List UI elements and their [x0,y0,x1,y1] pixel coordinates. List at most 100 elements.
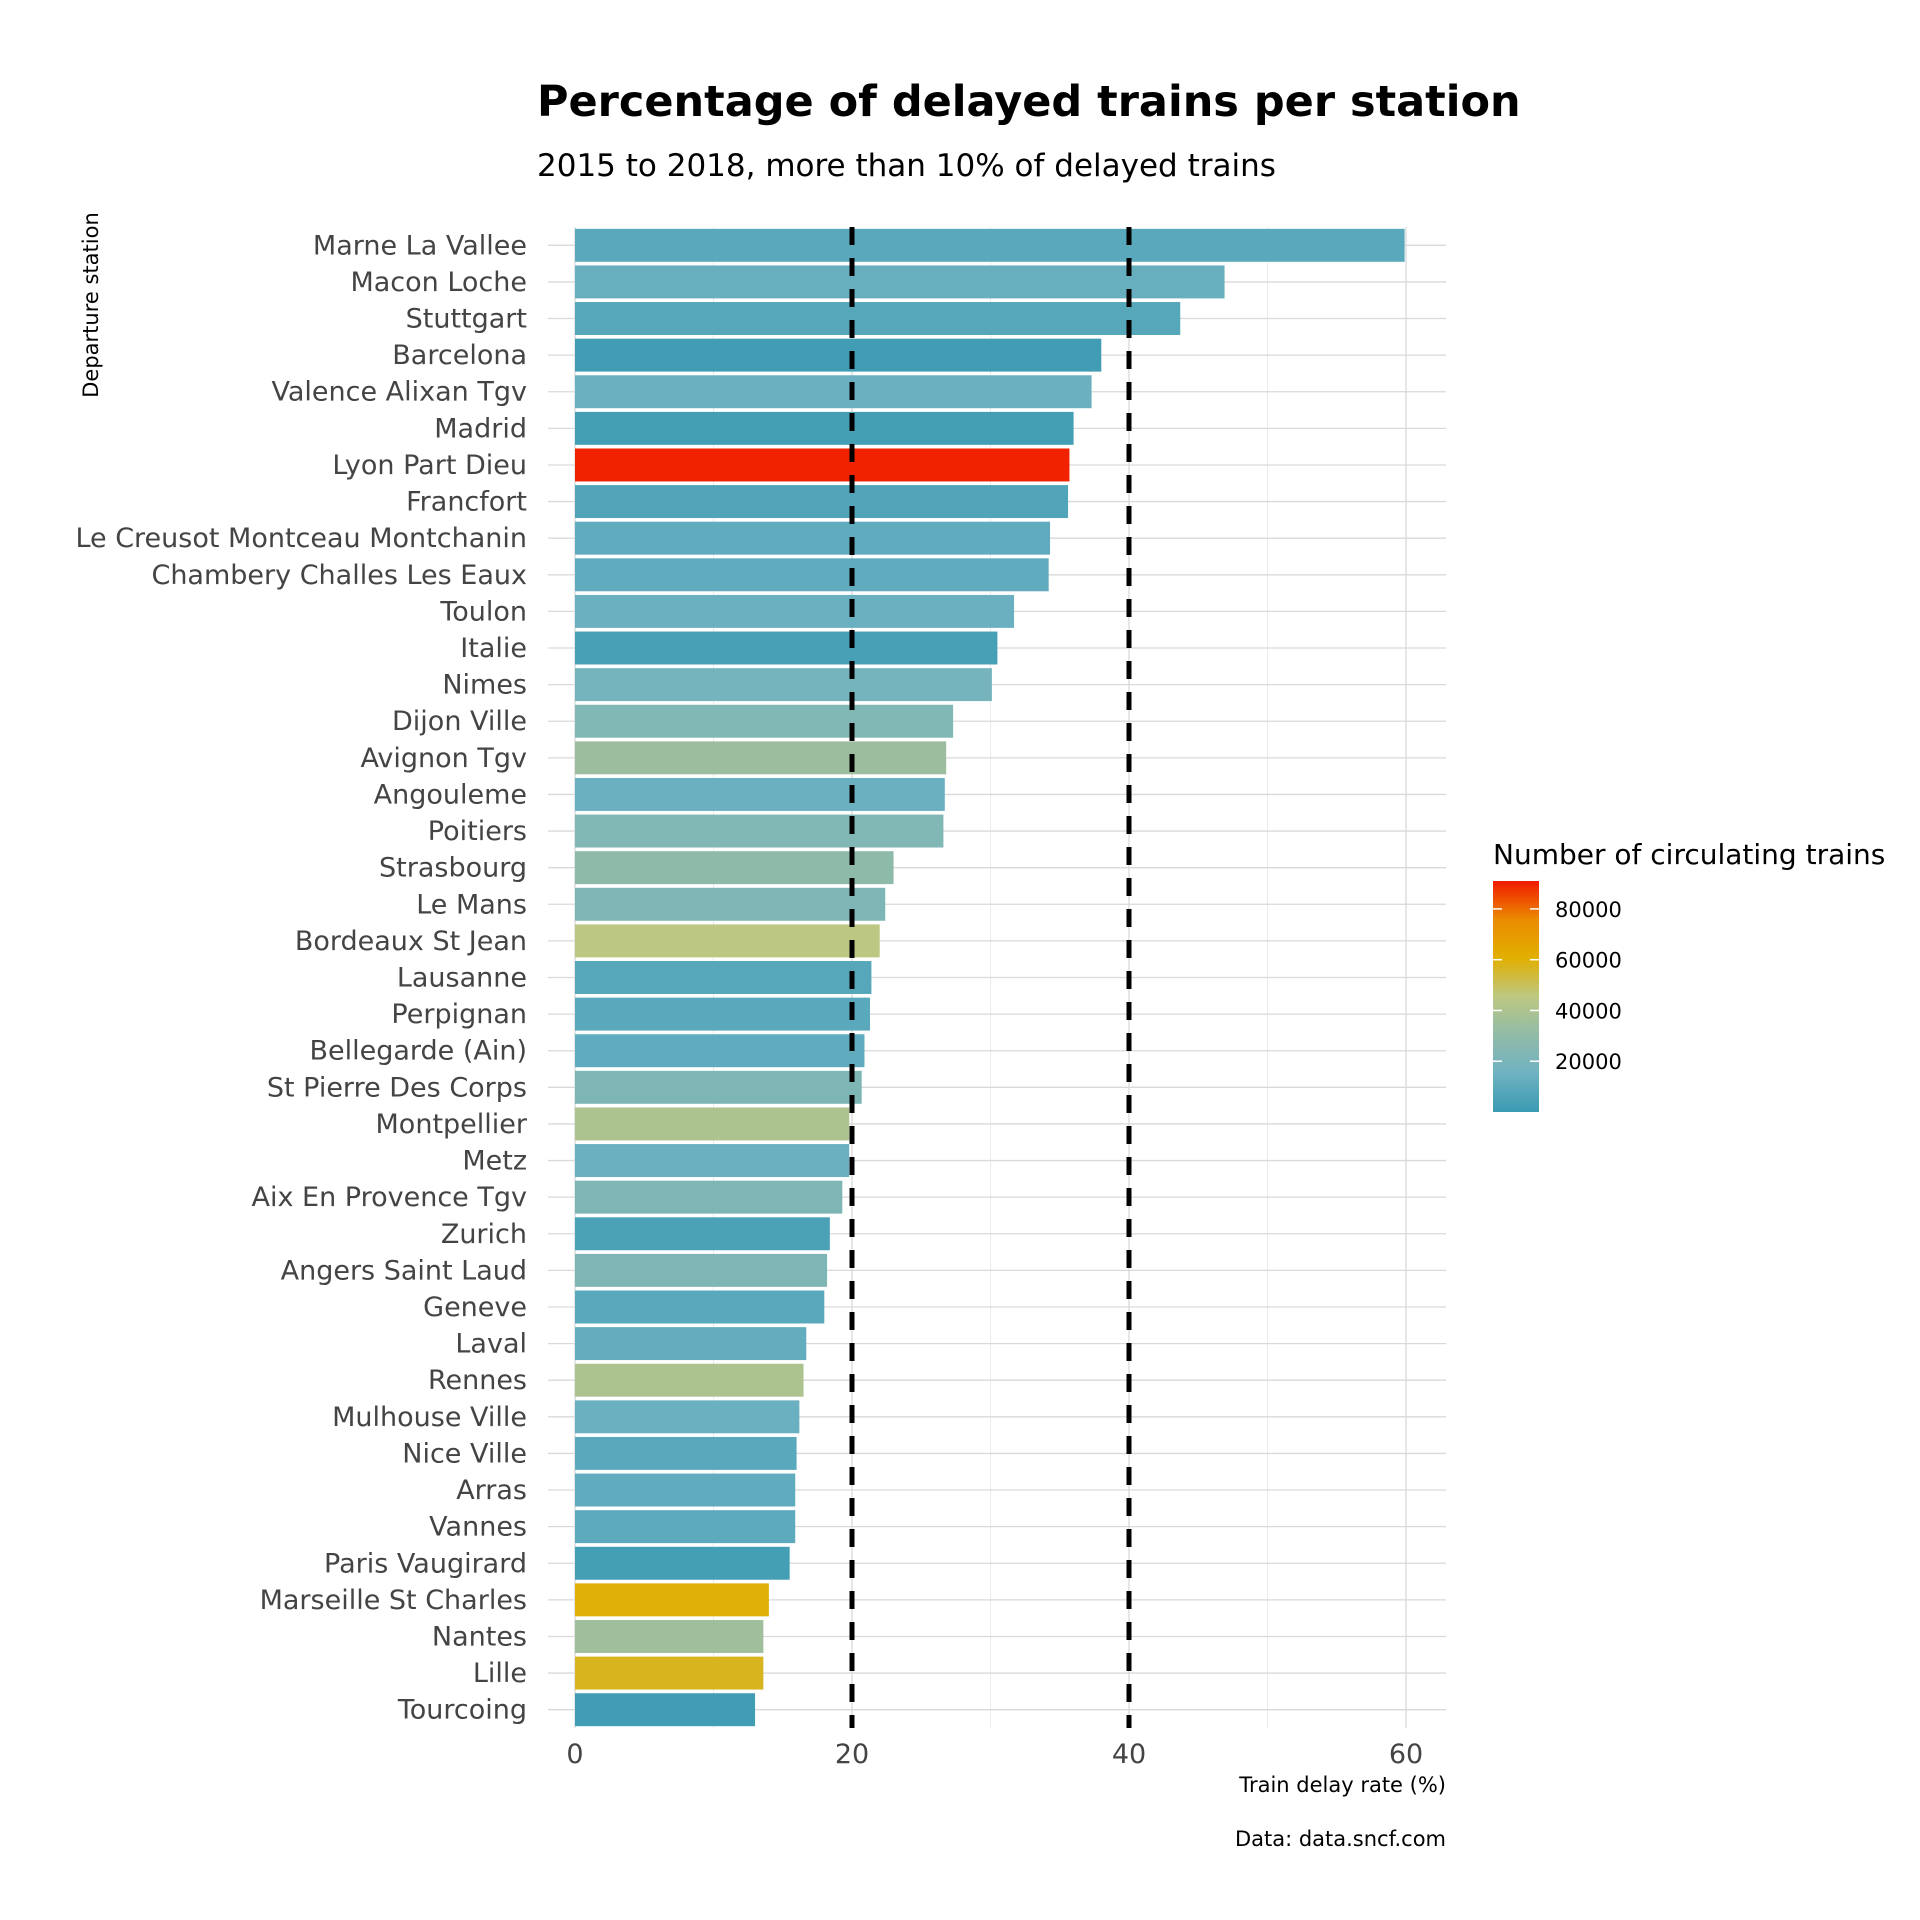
legend-tick-label: 40000 [1555,999,1622,1023]
bar [575,265,1225,299]
bar [575,1583,769,1617]
category-label: Macon Loche [350,267,527,298]
category-label: Lausanne [397,963,527,994]
category-label: Marseille St Charles [260,1585,527,1616]
bar [575,302,1181,335]
bars [575,228,1405,1727]
category-label: Arras [456,1475,527,1506]
bar [575,1253,828,1287]
category-label: Stuttgart [406,304,527,335]
bar [575,1436,797,1470]
bar [575,1034,865,1068]
bar [575,1327,807,1361]
legend: Number of circulating trains 20000 40000 6… [1493,838,1885,1112]
bar [575,851,894,885]
bar [575,924,880,958]
category-label: Nimes [442,670,527,701]
x-tick-label: 0 [566,1739,583,1770]
category-label: Rennes [428,1365,527,1396]
bar [575,375,1092,409]
category-label: Nice Ville [402,1438,527,1469]
x-axis-ticks: 0 20 40 60 [566,1739,1423,1770]
category-label: Laval [455,1329,527,1360]
bar [575,1107,850,1141]
category-label: Bellegarde (Ain) [309,1036,527,1067]
category-label: Francfort [406,487,527,518]
bar [575,1473,796,1507]
bar [575,1217,830,1251]
legend-tick-label: 60000 [1555,949,1622,973]
x-axis-title: Train delay rate (%) [1238,1773,1446,1797]
category-label: Poitiers [428,816,527,847]
bar [575,704,954,738]
bar [575,485,1069,519]
reference-lines [849,227,1132,1728]
bar [575,338,1102,372]
category-label: Zurich [441,1219,527,1250]
y-axis-title: Departure station [79,212,103,398]
category-label: Lille [473,1658,527,1689]
category-label: Paris Vaugirard [324,1548,527,1579]
category-label: Marne La Vallee [313,230,527,261]
bar [575,594,1015,628]
bar [575,1144,850,1178]
bar [575,1656,764,1690]
chart-title: Percentage of delayed trains per station [537,77,1521,127]
category-label: Le Mans [416,889,527,920]
category-label: Avignon Tgv [361,743,527,774]
legend-title: Number of circulating trains [1493,838,1885,871]
category-label: Dijon Ville [392,706,527,737]
category-labels: Marne La Vallee Macon Loche Stuttgart Barce… [75,230,527,1725]
bar [575,1363,804,1397]
legend-colorbar [1493,881,1539,1112]
category-label: St Pierre Des Corps [267,1072,527,1103]
category-label: Montpellier [376,1109,528,1140]
bar [575,631,998,665]
category-label: Tourcoing [397,1695,527,1726]
bar [575,1290,825,1324]
bar [575,558,1049,592]
category-label: Toulon [439,596,527,627]
category-label: Strasbourg [379,853,527,884]
category-label: Angouleme [374,779,527,810]
category-label: Aix En Provence Tgv [252,1182,527,1213]
chart-caption: Data: data.sncf.com [1235,1827,1446,1851]
bar [575,668,992,702]
bar [575,1180,843,1214]
chart-subtitle: 2015 to 2018, more than 10% of delayed t… [537,148,1276,184]
bar [575,448,1070,482]
legend-tick-label: 80000 [1555,898,1622,922]
category-label: Vannes [429,1512,527,1543]
category-label: Madrid [434,413,527,444]
bar [575,1620,764,1653]
category-label: Barcelona [392,340,527,371]
bar [575,997,871,1031]
category-label: Nantes [432,1621,527,1652]
category-label: Lyon Part Dieu [332,450,527,481]
bar [575,741,947,775]
bar [575,961,872,994]
bar [575,228,1405,262]
x-tick-label: 60 [1389,1739,1423,1770]
legend-ticks: 20000 40000 60000 80000 [1493,898,1622,1074]
category-label: Chambery Challes Les Eaux [151,560,527,591]
category-label: Metz [462,1146,527,1177]
bar [575,1510,796,1544]
category-label: Valence Alixan Tgv [272,377,528,408]
bar [575,1546,790,1580]
bar [575,887,886,921]
category-label: Angers Saint Laud [281,1255,527,1286]
x-tick-label: 20 [835,1739,869,1770]
category-label: Italie [460,633,527,664]
category-label: Bordeaux St Jean [295,926,527,957]
bar [575,1400,800,1434]
bar [575,1070,862,1104]
bar [575,814,944,848]
x-tick-label: 40 [1112,1739,1146,1770]
category-label: Geneve [423,1292,527,1323]
bar [575,777,945,811]
bar [575,521,1051,555]
legend-tick-label: 20000 [1555,1050,1622,1074]
category-label: Mulhouse Ville [332,1402,527,1433]
